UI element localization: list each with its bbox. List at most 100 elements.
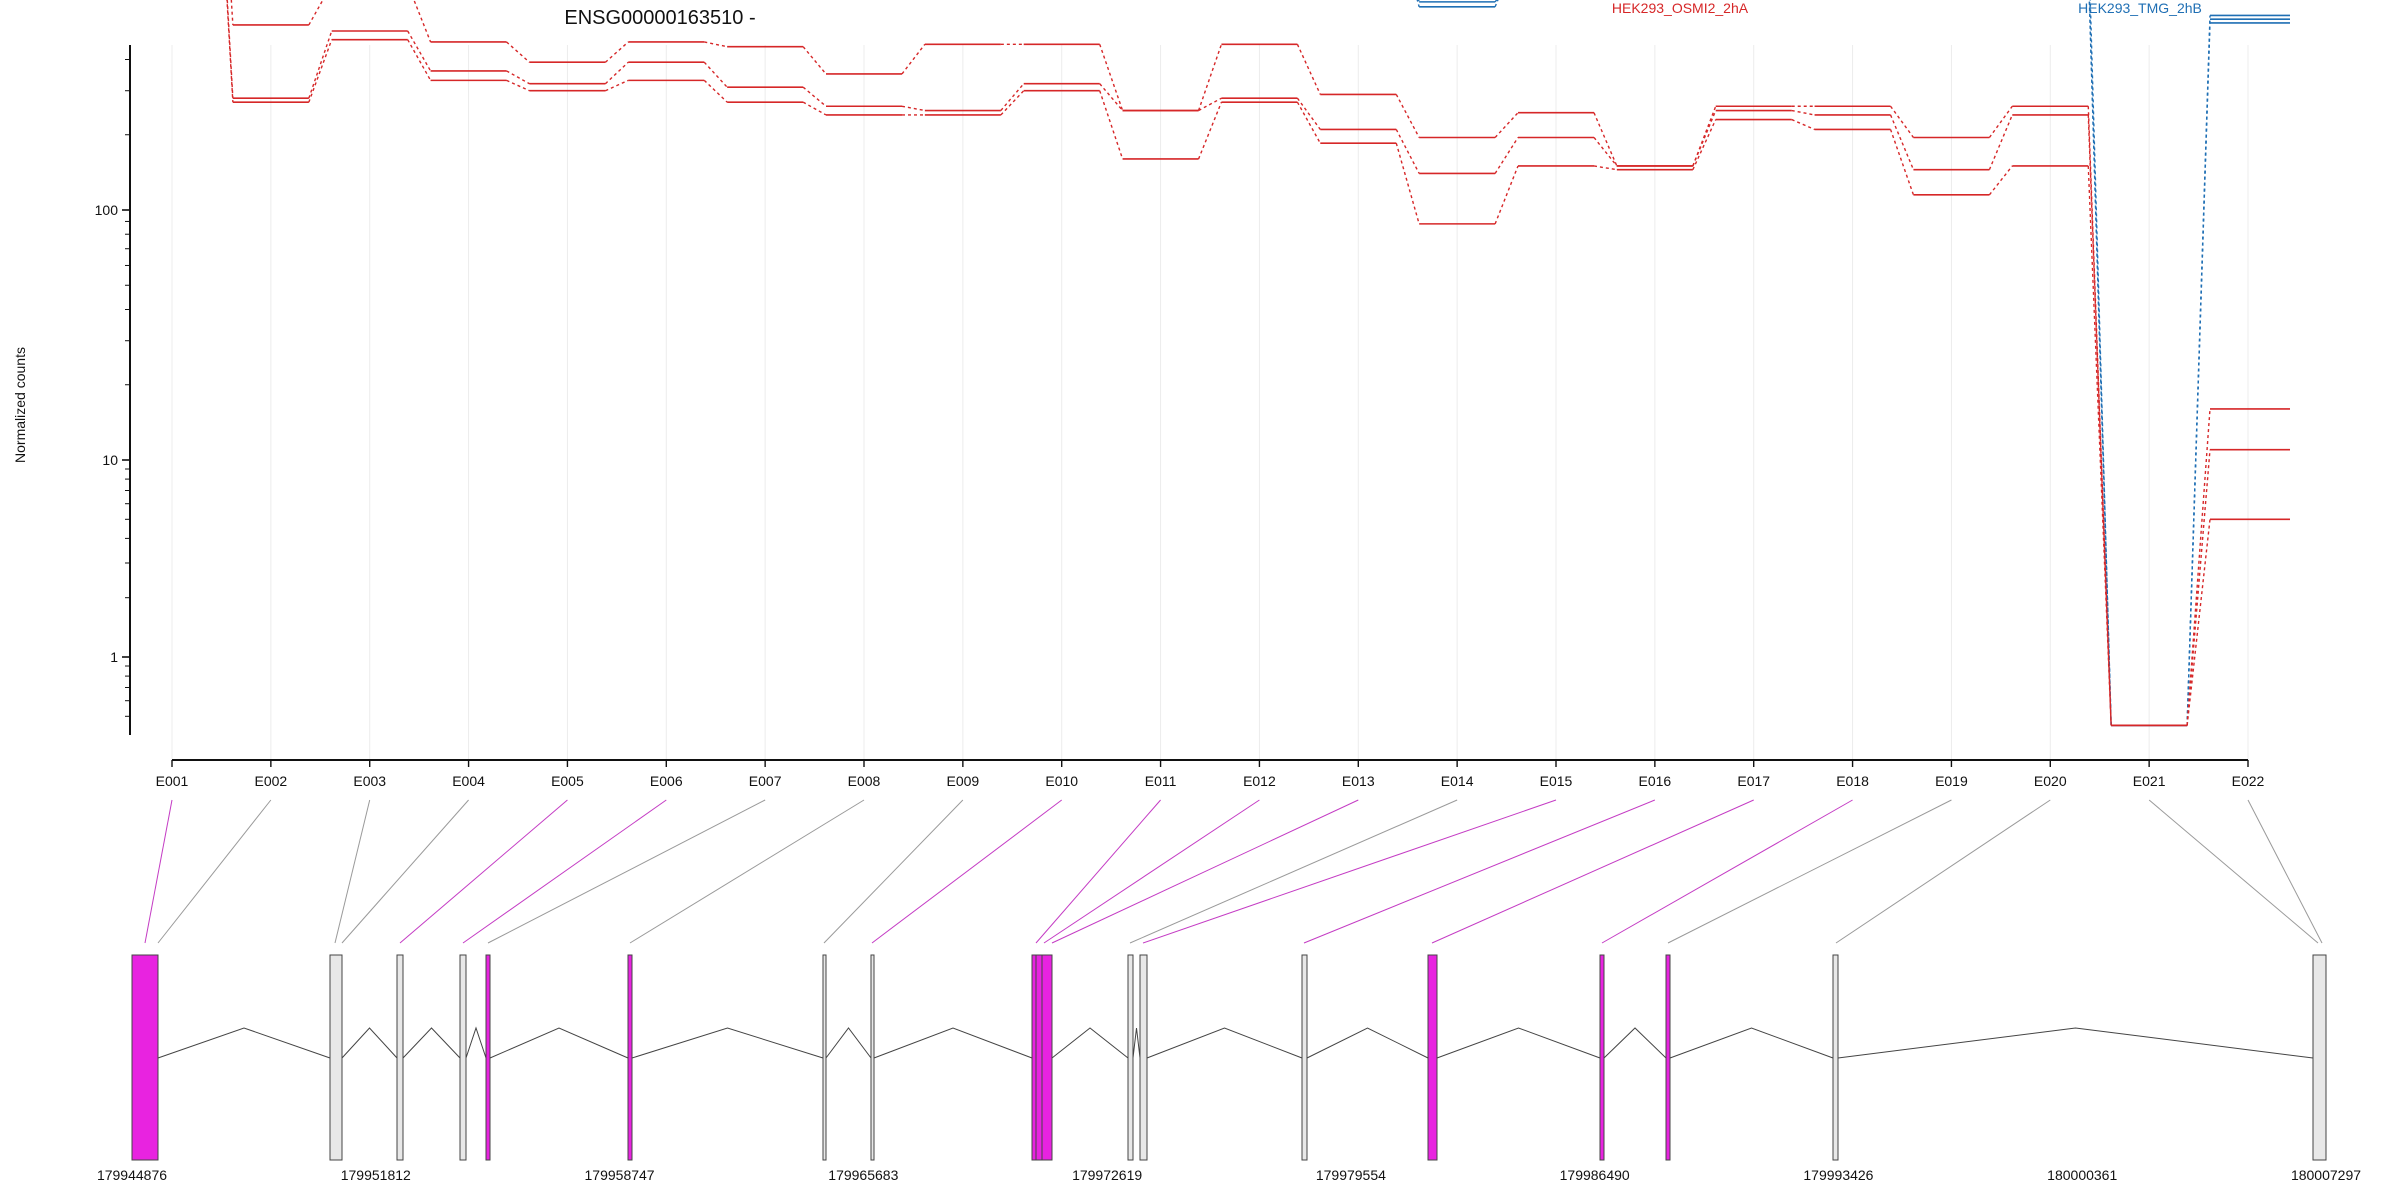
exon-transition-segment: [1099, 83, 1124, 111]
intron-line: [157, 1027, 331, 1059]
series-line: [2089, 0, 2290, 727]
gene-model: 179944876 179951812 179958747 179965683 1799…: [97, 954, 2361, 1183]
exon-transition-segment: [1296, 97, 1321, 130]
exon-transition-segment: [901, 43, 926, 75]
exon-connector: [2247, 799, 2323, 944]
x-tick-label: E008: [848, 773, 881, 789]
exon-transition-segment: [308, 39, 333, 103]
x-tick-label: E009: [947, 773, 980, 789]
genomic-coordinate-label: 179993426: [1803, 1167, 1873, 1183]
exon-transition-segment: [1494, 112, 1519, 138]
intron-line: [1436, 1027, 1601, 1059]
exon-transition-segment: [506, 70, 530, 85]
x-tick-label: E013: [1342, 773, 1375, 789]
series-line: [226, 0, 2290, 727]
exon-connector: [144, 799, 173, 944]
genomic-coordinate-label: 179979554: [1316, 1167, 1386, 1183]
exon-connector: [1051, 799, 1359, 944]
y-tick-label: 10: [102, 452, 118, 468]
exon-transition-segment: [1197, 101, 1223, 160]
exon-transition-segment: [1416, 0, 1420, 7]
intron-line: [631, 1027, 824, 1059]
exon-block-highlighted: [627, 954, 633, 1161]
exon-connector: [341, 799, 469, 944]
exon-transition-segment: [704, 41, 728, 48]
exon-transition-segment: [308, 30, 333, 99]
x-tick-label: E012: [1243, 773, 1276, 789]
x-tick-label: E011: [1145, 773, 1177, 789]
exon-connector: [157, 799, 272, 944]
exon-block-highlighted: [1599, 954, 1605, 1161]
exon-transition-segment: [1889, 114, 1915, 170]
x-tick-label: E003: [353, 773, 386, 789]
exon-transition-segment: [1988, 165, 2013, 196]
exon-block-highlighted: [1035, 954, 1043, 1161]
exon-transition-segment: [802, 46, 827, 75]
x-tick-label: E022: [2232, 773, 2265, 789]
series-line: [1417, 0, 2290, 727]
genomic-coordinate-label: 179965683: [828, 1167, 898, 1183]
exon-connector: [1129, 799, 1458, 944]
genomic-coordinate-label: 179944876: [97, 1167, 167, 1183]
exon-transition-segment: [1198, 97, 1222, 112]
exon-connector: [1043, 799, 1260, 944]
exon-transition-segment: [1692, 119, 1717, 170]
exon-transition-segment: [1494, 165, 1519, 225]
genomic-coordinate-label: 179951812: [341, 1167, 411, 1183]
genomic-coordinate-label: 179958747: [585, 1167, 655, 1183]
exon-transition-segment: [1296, 101, 1321, 144]
x-tick-label: E020: [2034, 773, 2067, 789]
x-tick-label: E015: [1540, 773, 1573, 789]
exon-transition-segment: [703, 79, 728, 103]
intron-line: [1306, 1027, 1429, 1059]
intron-line: [1146, 1027, 1303, 1059]
exon-transition-segment: [506, 41, 530, 63]
series-line: [1416, 0, 2290, 727]
exon-transition-segment: [1593, 137, 1618, 167]
genomic-coordinate-label: 179986490: [1560, 1167, 1630, 1183]
exon-block: [822, 954, 827, 1161]
exon-transition-segment: [605, 79, 629, 92]
exon-block: [1832, 954, 1839, 1161]
exon-transition-segment: [1000, 90, 1025, 116]
exon-transition-segment: [2186, 408, 2211, 726]
intron-line: [1837, 1027, 2314, 1059]
exon-transition-segment: [1000, 83, 1025, 111]
exon-transition-segment: [1417, 0, 1420, 3]
exon-connector: [1431, 799, 1754, 944]
x-axis: E001 E002 E003 E004 E005 E006 E007 E008 E009 E010…: [156, 759, 2265, 789]
x-tick-label: E006: [650, 773, 683, 789]
x-tick-label: E010: [1045, 773, 1078, 789]
exon-transition-segment: [1791, 118, 1815, 131]
exon-transition-segment: [1890, 105, 1914, 138]
exon-connector: [1035, 799, 1161, 944]
intron-line: [341, 1027, 398, 1059]
exon-transition-segment: [2088, 0, 2112, 726]
exon-transition-segment: [1692, 110, 1717, 167]
exon-transition-segment: [407, 30, 432, 72]
exon-transition-segment: [604, 61, 629, 85]
exon-transition-segment: [226, 0, 234, 103]
genomic-coordinate-label: 180007297: [2291, 1167, 2361, 1183]
exon-connector: [334, 799, 371, 944]
intron-line: [1669, 1027, 1834, 1059]
intron-line: [1603, 1027, 1667, 1059]
legend-entry-osmi2: HEK293_OSMI2_2hA: [1612, 0, 1749, 16]
exon-block: [1301, 954, 1308, 1161]
exon-transition-segment: [2186, 22, 2211, 726]
exon-connector: [2148, 799, 2319, 944]
exon-transition-segment: [2186, 449, 2211, 726]
exon-transition-segment: [1197, 44, 1223, 111]
exon-connectors: [144, 799, 2323, 944]
exon-connector: [1142, 799, 1557, 944]
exon-block: [1139, 954, 1148, 1161]
exon-transition-segment: [308, 0, 324, 26]
exon-transition-segment: [1692, 106, 1717, 167]
exon-transition-segment: [506, 79, 530, 92]
y-tick-label: 1: [110, 649, 118, 665]
exon-block-highlighted: [1427, 954, 1438, 1161]
intron-line: [402, 1027, 461, 1059]
x-tick-label: E001: [156, 773, 189, 789]
exon-transition-segment: [1494, 137, 1519, 174]
